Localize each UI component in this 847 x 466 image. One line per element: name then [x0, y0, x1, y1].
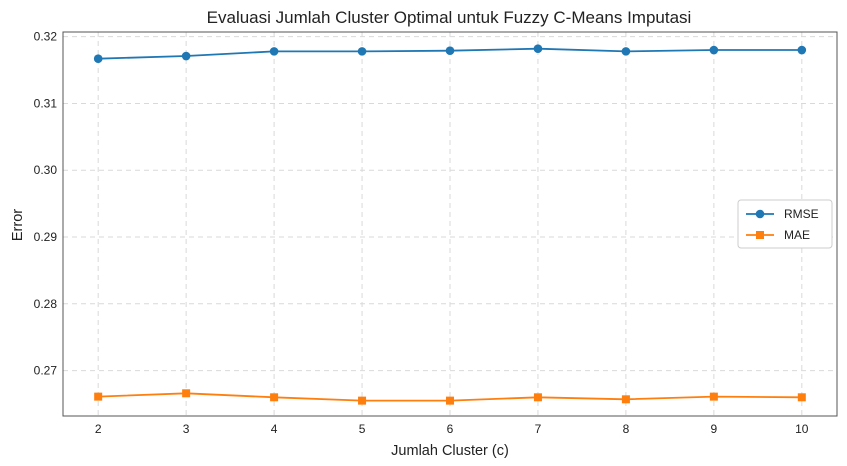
x-tick-label: 6	[447, 422, 454, 436]
x-tick-label: 3	[183, 422, 190, 436]
legend-rmse-label: RMSE	[784, 207, 819, 221]
y-tick-label: 0.30	[34, 163, 58, 177]
rmse-point	[445, 46, 455, 55]
grid	[63, 32, 837, 416]
x-tick-label: 5	[359, 422, 366, 436]
mae-point	[358, 396, 367, 405]
mae-point	[182, 389, 191, 398]
x-axis-label: Jumlah Cluster (c)	[391, 443, 509, 459]
y-axis-label: Error	[10, 209, 26, 241]
mae-point	[94, 392, 103, 401]
rmse-point	[621, 47, 631, 56]
rmse-point	[797, 45, 807, 55]
x-tick-label: 8	[623, 422, 630, 436]
rmse-point	[533, 44, 543, 53]
rmse-point	[269, 47, 279, 56]
x-tick-label: 2	[95, 422, 102, 436]
rmse-point	[93, 54, 103, 64]
y-tick-label: 0.27	[34, 364, 58, 378]
x-tick-label: 10	[795, 422, 809, 436]
rmse-point	[181, 51, 191, 61]
x-tick-label: 4	[271, 422, 278, 436]
legend-mae-marker	[756, 231, 764, 239]
mae-point	[797, 393, 806, 402]
mae-point	[621, 395, 630, 404]
ticks: 2 3 4 5 6 7 8 9 10 0.27 0.28 0.29 0.30 0.31 0.32	[34, 30, 809, 436]
mae-point	[709, 392, 718, 401]
y-tick-label: 0.29	[34, 230, 58, 244]
y-tick-label: 0.31	[34, 96, 58, 110]
y-tick-label: 0.28	[34, 297, 58, 311]
y-tick-label: 0.32	[34, 30, 58, 44]
mae-point	[446, 396, 454, 405]
mae-point	[270, 393, 279, 402]
rmse-point	[709, 45, 719, 55]
series	[93, 44, 807, 405]
mae-point	[533, 393, 542, 402]
legend-rmse-marker	[755, 209, 765, 219]
x-tick-label: 9	[711, 422, 718, 436]
legend-mae-label: MAE	[784, 228, 810, 242]
x-tick-label: 7	[535, 422, 542, 436]
plot-frame	[62, 31, 838, 417]
legend: RMSE MAE	[737, 199, 833, 249]
chart-title: Evaluasi Jumlah Cluster Optimal untuk Fu…	[207, 8, 692, 27]
rmse-point	[357, 47, 367, 56]
